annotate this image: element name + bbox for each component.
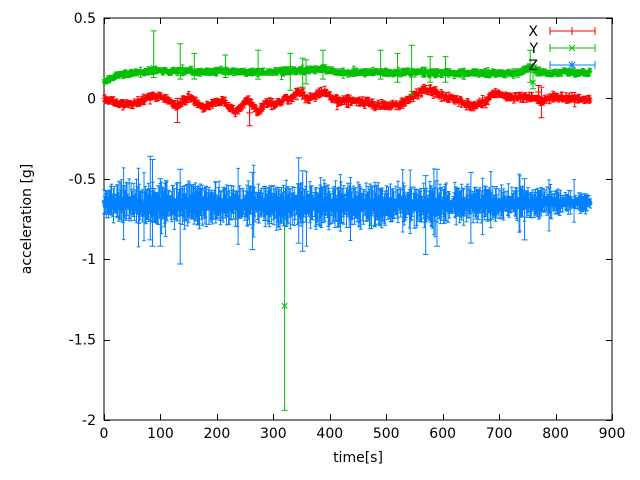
x-tick-label: 800 [542,426,569,442]
series-x-markers [101,85,593,117]
x-tick-label: 100 [147,426,174,442]
y-tick-label: -0.5 [69,172,96,188]
axis-ticks [104,18,613,421]
legend-sample-y [549,44,596,52]
legend-label-z: Z [528,58,538,74]
x-tick-label: 700 [486,426,513,442]
y-tick-label: 0 [87,91,96,107]
x-tick-label: 400 [316,426,343,442]
y-tick-label: 0.5 [74,11,96,27]
x-tick-label: 200 [204,426,231,442]
legend: X Y Z [528,24,596,74]
legend-label-y: Y [528,41,538,57]
legend-samples [549,27,596,69]
series-y-markers [101,63,593,309]
legend-sample-x [549,27,596,35]
x-axis-title: time[s] [333,450,383,466]
x-tick-label: 500 [373,426,400,442]
y-axis-title: acceleration [g] [19,164,35,275]
legend-label-x: X [528,24,538,40]
x-tick-label: 900 [599,426,626,442]
legend-sample-z [549,61,596,69]
y-tick-label: -1 [82,252,96,268]
x-tick-label: 300 [260,426,287,442]
x-tick-label: 0 [100,426,109,442]
series-z-markers [101,194,593,215]
generated-plot-elements: 0 100 200 300 400 500 600 700 800 900 0.5 0 -0.5 -1 -1… [69,11,626,442]
y-tick-label: -2 [82,413,96,429]
y-tick-label: -1.5 [69,333,96,349]
x-tick-label: 600 [429,426,456,442]
